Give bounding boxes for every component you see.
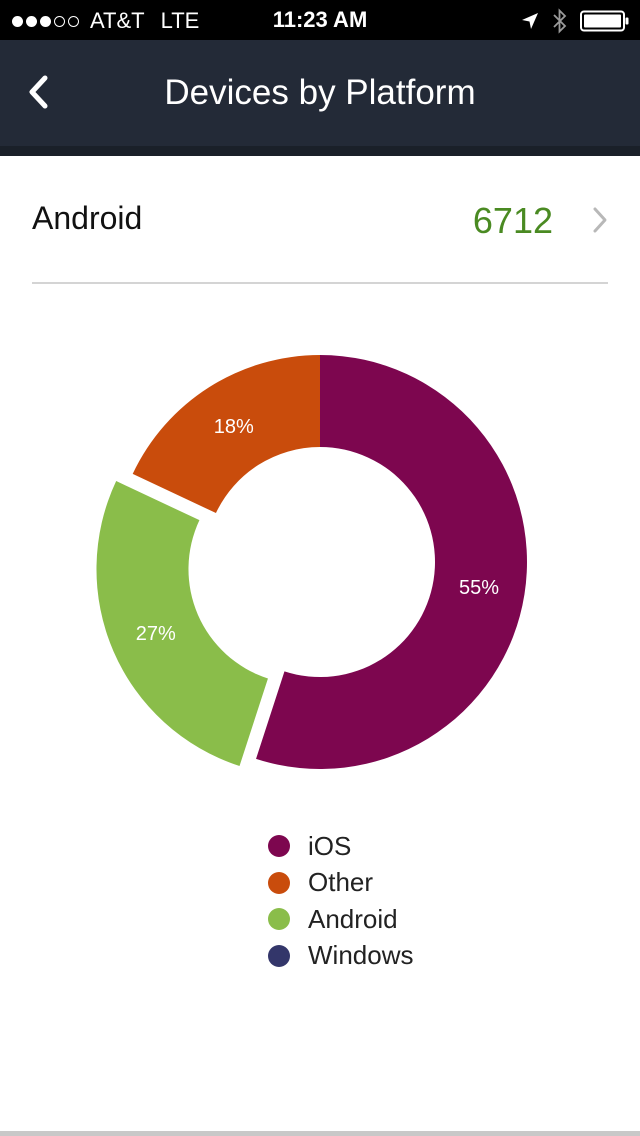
status-left: AT&T LTE <box>12 8 199 34</box>
slice-ios[interactable] <box>256 355 528 769</box>
signal-dot-empty <box>68 15 79 27</box>
legend-label: iOS <box>308 830 352 861</box>
legend-item-android[interactable]: Android <box>268 901 568 938</box>
navigation-bar: Devices by Platform <box>0 40 640 146</box>
signal-dot-empty <box>54 15 65 27</box>
signal-dot-filled <box>40 15 51 27</box>
selected-platform-row[interactable]: Android 6712 <box>32 180 608 260</box>
network-type: LTE <box>160 8 200 33</box>
divider <box>32 282 608 284</box>
platform-donut-chart: 55% 27% 18% <box>96 355 528 769</box>
status-bar: AT&T LTE 11:23 AM <box>0 0 640 40</box>
chevron-left-icon <box>26 74 50 115</box>
legend-label: Windows <box>308 940 414 971</box>
legend-label: Android <box>308 903 398 934</box>
slice-label-android: 27% <box>136 623 176 645</box>
slice-label-other: 18% <box>214 416 254 438</box>
legend-item-ios[interactable]: iOS <box>268 828 568 865</box>
slice-android[interactable] <box>96 481 268 767</box>
legend-item-other[interactable]: Other <box>268 865 568 902</box>
page-title: Devices by Platform <box>164 73 476 112</box>
chevron-right-icon <box>592 206 608 239</box>
legend-swatch <box>268 835 290 858</box>
carrier-name: AT&T <box>90 8 145 33</box>
bluetooth-icon <box>552 8 568 34</box>
signal-dot-filled <box>26 15 37 27</box>
back-button[interactable] <box>14 64 62 124</box>
nav-bar-shadow <box>0 146 640 156</box>
battery-icon <box>580 10 630 32</box>
legend-label: Other <box>308 867 374 898</box>
status-right <box>520 8 630 34</box>
legend-item-windows[interactable]: Windows <box>268 938 568 975</box>
selected-platform-count: 6712 <box>472 200 553 241</box>
slice-other[interactable] <box>132 355 320 514</box>
chart-legend: iOS Other Android Windows <box>268 828 568 974</box>
signal-strength-icon <box>12 15 82 27</box>
status-time: 11:23 AM <box>272 7 368 32</box>
bottom-edge <box>0 1131 640 1136</box>
legend-swatch <box>268 908 290 931</box>
signal-dot-filled <box>12 15 23 27</box>
legend-swatch <box>268 871 290 894</box>
slice-label-ios: 55% <box>459 577 499 599</box>
location-arrow-icon <box>520 11 540 31</box>
legend-swatch <box>268 944 290 967</box>
selected-platform-label: Android <box>32 200 143 236</box>
